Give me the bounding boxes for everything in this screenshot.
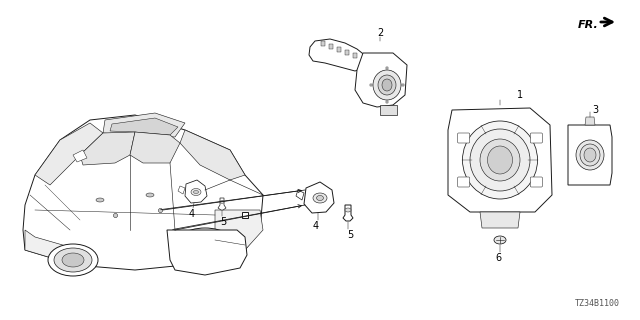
Polygon shape [73, 150, 87, 162]
FancyBboxPatch shape [531, 177, 542, 187]
Polygon shape [296, 190, 304, 200]
Polygon shape [185, 180, 207, 203]
Ellipse shape [146, 193, 154, 197]
Ellipse shape [580, 144, 600, 166]
Ellipse shape [470, 129, 530, 191]
Ellipse shape [576, 140, 604, 170]
Polygon shape [343, 205, 353, 221]
Polygon shape [23, 115, 263, 270]
Ellipse shape [54, 248, 92, 272]
Polygon shape [103, 113, 185, 137]
Polygon shape [480, 212, 520, 228]
FancyBboxPatch shape [531, 133, 542, 143]
Polygon shape [337, 47, 341, 52]
FancyBboxPatch shape [458, 133, 470, 143]
Text: 6: 6 [495, 253, 501, 263]
Ellipse shape [190, 240, 220, 260]
Polygon shape [130, 132, 180, 163]
Ellipse shape [48, 244, 98, 276]
Ellipse shape [373, 70, 401, 100]
Polygon shape [321, 41, 325, 46]
Polygon shape [304, 182, 334, 213]
Text: 3: 3 [592, 105, 598, 115]
Ellipse shape [463, 121, 538, 199]
Ellipse shape [488, 146, 513, 174]
Text: 2: 2 [377, 28, 383, 38]
Ellipse shape [96, 198, 104, 202]
Polygon shape [568, 125, 612, 185]
Ellipse shape [317, 196, 323, 201]
Polygon shape [80, 132, 135, 165]
Polygon shape [309, 39, 367, 71]
Polygon shape [35, 123, 103, 185]
Ellipse shape [345, 208, 351, 212]
Text: 4: 4 [189, 209, 195, 219]
Ellipse shape [313, 193, 327, 203]
Polygon shape [110, 118, 178, 135]
Polygon shape [215, 210, 263, 250]
Ellipse shape [494, 236, 506, 244]
Polygon shape [355, 53, 407, 107]
Polygon shape [218, 198, 226, 210]
Text: 4: 4 [313, 221, 319, 231]
Ellipse shape [193, 190, 198, 194]
Polygon shape [167, 230, 247, 275]
Polygon shape [448, 108, 552, 212]
Text: TZ34B1100: TZ34B1100 [575, 299, 620, 308]
Ellipse shape [220, 201, 224, 204]
Text: FR.: FR. [578, 20, 599, 30]
Polygon shape [329, 44, 333, 49]
Polygon shape [380, 105, 397, 115]
Text: 5: 5 [347, 230, 353, 240]
Polygon shape [25, 230, 80, 265]
Ellipse shape [584, 148, 596, 162]
Ellipse shape [179, 233, 231, 267]
Polygon shape [178, 186, 185, 194]
Text: 5: 5 [220, 217, 226, 227]
Ellipse shape [171, 228, 239, 272]
Polygon shape [353, 53, 357, 58]
Ellipse shape [62, 253, 84, 267]
Polygon shape [585, 117, 595, 125]
Ellipse shape [378, 75, 396, 95]
FancyBboxPatch shape [458, 177, 470, 187]
Polygon shape [345, 50, 349, 55]
Ellipse shape [382, 79, 392, 91]
Ellipse shape [191, 188, 201, 196]
Text: 1: 1 [517, 90, 523, 100]
Ellipse shape [480, 139, 520, 181]
Polygon shape [180, 130, 245, 180]
